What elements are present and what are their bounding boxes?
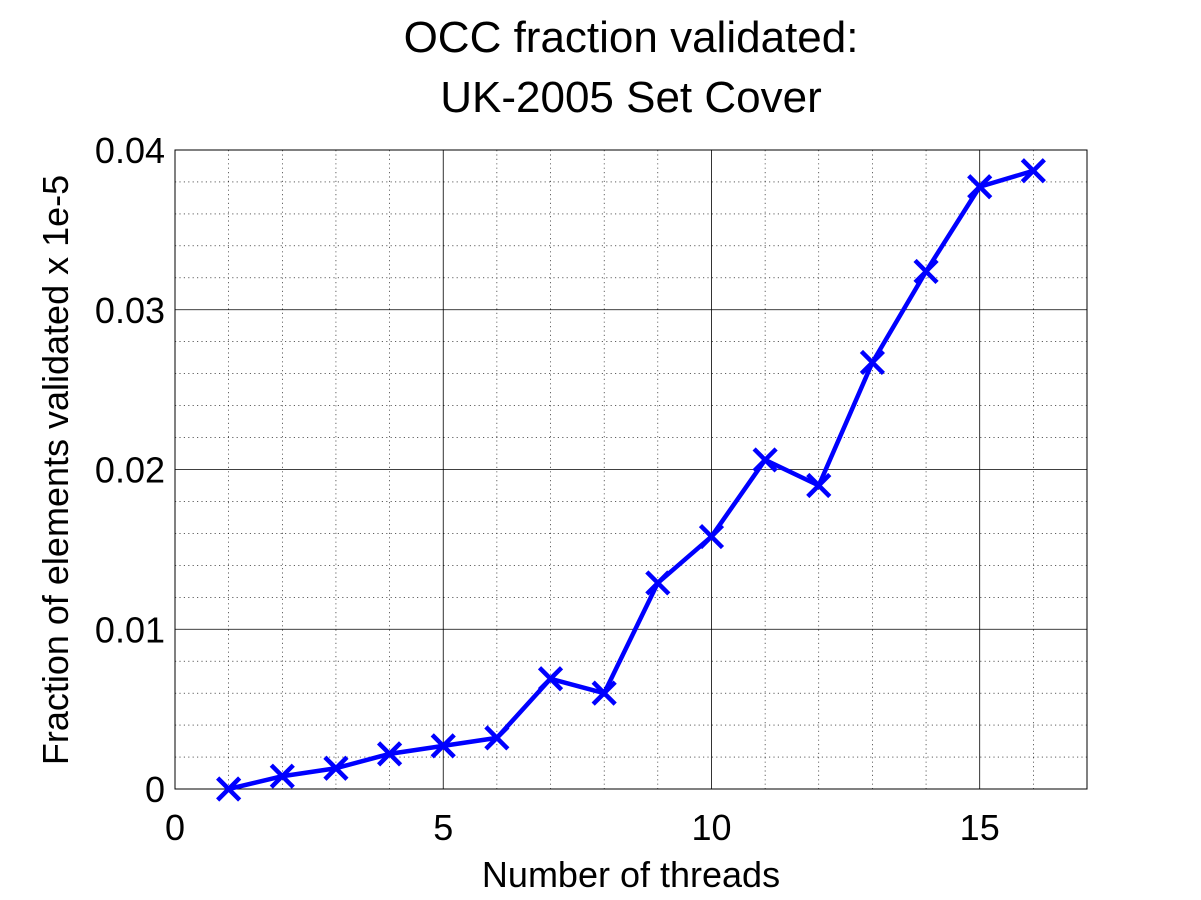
data-point-marker bbox=[859, 349, 886, 376]
data-point-marker bbox=[806, 472, 832, 499]
data-point-marker bbox=[430, 733, 456, 759]
data-point-marker bbox=[323, 755, 349, 781]
x-tick-label: 15 bbox=[960, 807, 1000, 848]
data-point-marker bbox=[216, 776, 242, 802]
data-point-marker bbox=[698, 524, 725, 550]
series-line bbox=[228, 168, 1034, 792]
y-tick-label: 0.02 bbox=[95, 450, 165, 491]
y-axis-label: Fraction of elements validated x 1e-5 bbox=[35, 175, 76, 765]
plot-area-frame bbox=[174, 149, 1088, 790]
x-tick-label: 10 bbox=[691, 807, 731, 848]
data-point-marker bbox=[645, 570, 671, 596]
data-point-marker bbox=[967, 174, 993, 200]
data-point-marker bbox=[1020, 158, 1046, 184]
y-tick-label: 0.03 bbox=[95, 290, 165, 331]
y-tick-label: 0.04 bbox=[95, 130, 165, 171]
x-axis: 0 5 10 15 bbox=[165, 807, 1000, 848]
x-tick-label: 5 bbox=[433, 807, 453, 848]
y-tick-label: 0 bbox=[145, 769, 165, 810]
data-point-marker bbox=[752, 447, 778, 473]
major-grid bbox=[175, 150, 1087, 789]
chart-title-line-2: UK-2005 Set Cover bbox=[440, 73, 822, 122]
data-point-marker bbox=[269, 763, 295, 789]
minor-grid bbox=[175, 150, 1087, 789]
y-axis: 0 0.01 0.02 0.03 0.04 bbox=[95, 130, 165, 810]
data-point-marker bbox=[537, 666, 564, 692]
data-point-marker bbox=[591, 680, 617, 706]
series-layer bbox=[216, 158, 1046, 802]
chart-title-line-1: OCC fraction validated: bbox=[404, 13, 859, 62]
data-point-marker bbox=[484, 725, 510, 751]
data-point-marker bbox=[913, 258, 939, 285]
y-tick-label: 0.01 bbox=[95, 609, 165, 650]
data-point-marker bbox=[376, 741, 403, 767]
x-axis-label: Number of threads bbox=[482, 854, 780, 895]
x-tick-label: 0 bbox=[165, 807, 185, 848]
